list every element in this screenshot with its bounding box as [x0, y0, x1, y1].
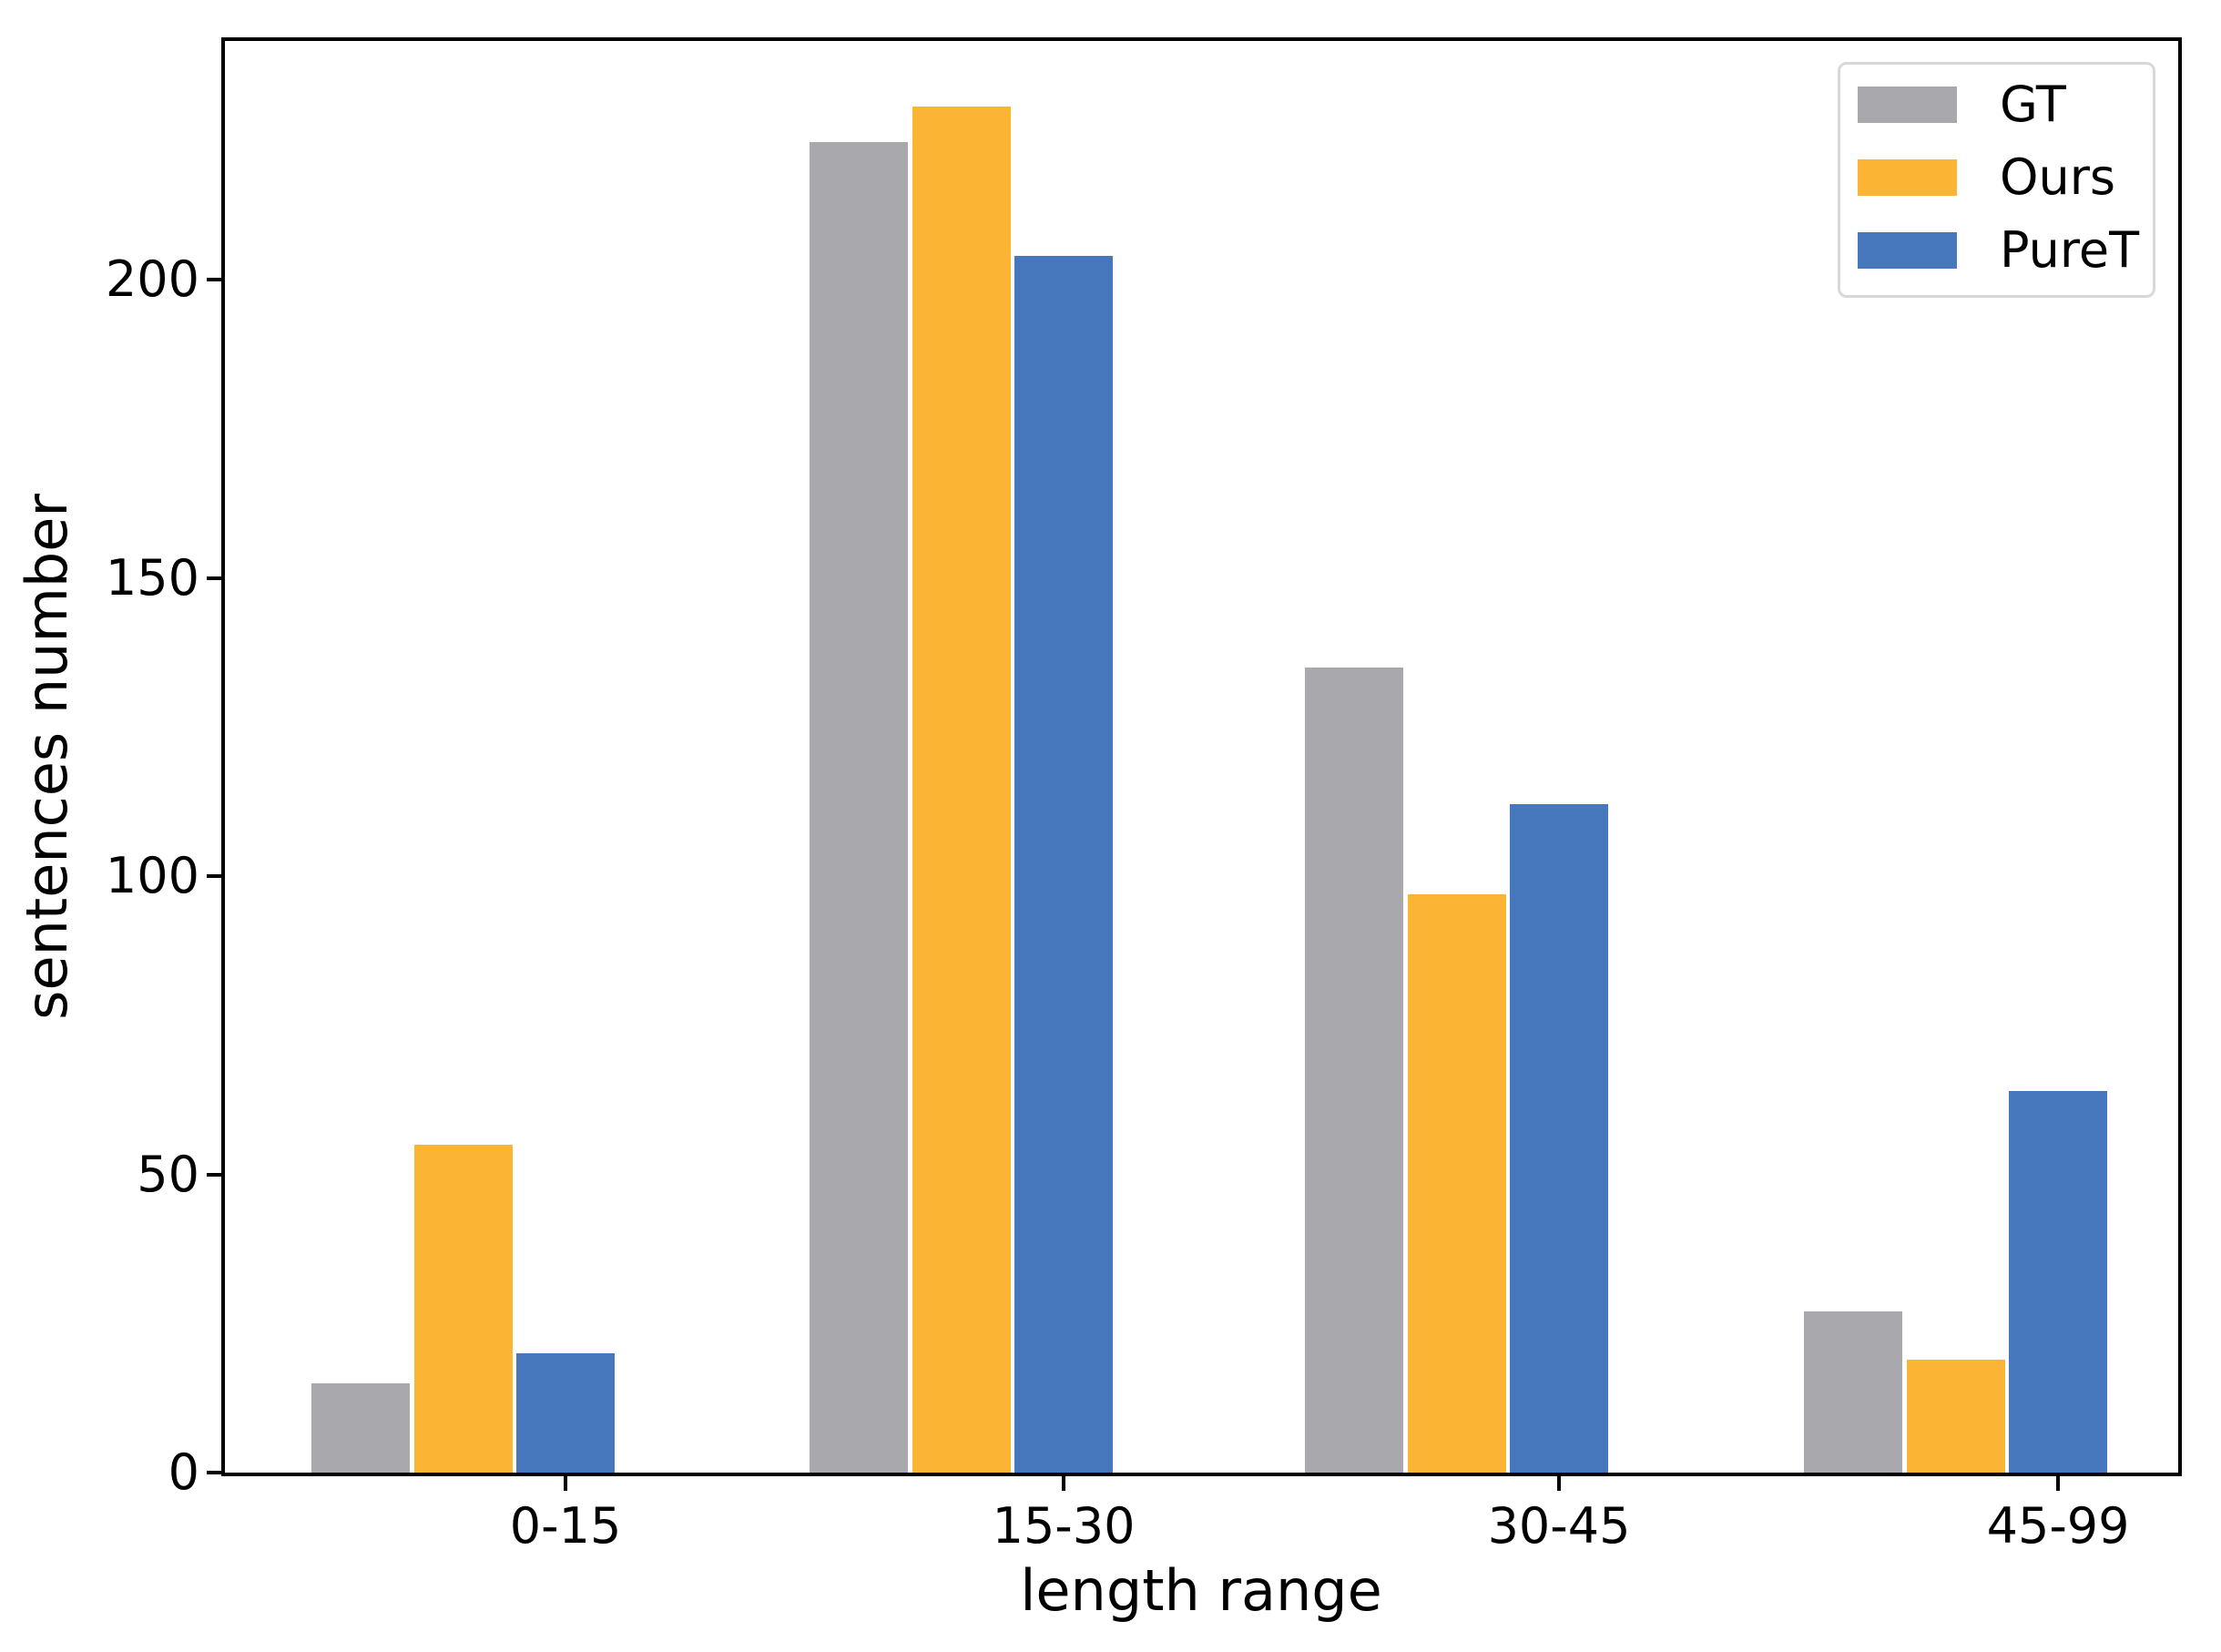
legend-swatch-gt: [1858, 87, 1957, 123]
bar-ours-15-30: [912, 107, 1011, 1473]
bar-puret-15-30: [1014, 255, 1114, 1473]
x-tick-label: 15-30: [992, 1497, 1136, 1555]
y-axis-tick-mark: [207, 874, 221, 878]
x-axis-tick-mark: [2056, 1476, 2061, 1491]
bar-ours-0-15: [413, 1144, 513, 1473]
x-tick-label: 30-45: [1487, 1497, 1631, 1555]
y-axis-tick-mark: [207, 576, 221, 580]
legend-row-puret: PureT: [1840, 226, 2153, 275]
bar-ours-45-99: [1906, 1359, 2005, 1473]
y-tick-label: 150: [105, 548, 199, 607]
x-axis-tick-mark: [564, 1476, 568, 1491]
x-tick-label: 45-99: [1986, 1497, 2130, 1555]
y-tick-label: 100: [105, 847, 199, 904]
y-axis-label: sentences number: [14, 494, 80, 1020]
bar-ours-30-45: [1407, 893, 1506, 1473]
x-tick-label: 0-15: [509, 1497, 622, 1555]
legend-swatch-ours: [1858, 159, 1957, 196]
legend-label-ours: Ours: [2000, 148, 2116, 206]
bar-puret-45-99: [2009, 1090, 2108, 1473]
y-tick-label: 200: [105, 250, 199, 308]
y-tick-label: 0: [168, 1443, 199, 1501]
legend-row-gt: GT: [1840, 80, 2153, 129]
bar-gt-0-15: [311, 1382, 411, 1473]
bar-gt-15-30: [810, 142, 909, 1473]
legend-box: GT Ours PureT: [1838, 62, 2155, 298]
y-axis-tick-mark: [207, 1471, 221, 1474]
x-axis-tick-mark: [1062, 1476, 1066, 1491]
y-axis-tick-mark: [207, 1172, 221, 1177]
legend-label-puret: PureT: [2000, 221, 2140, 279]
bar-gt-30-45: [1305, 667, 1404, 1473]
y-axis-tick-mark: [207, 278, 221, 281]
legend-swatch-puret: [1858, 232, 1957, 269]
legend-row-ours: Ours: [1840, 153, 2153, 202]
x-axis-tick-mark: [1557, 1476, 1562, 1491]
x-axis-label: length range: [1020, 1557, 1382, 1624]
bar-puret-30-45: [1510, 804, 1609, 1473]
y-tick-label: 50: [137, 1145, 199, 1203]
bar-puret-0-15: [516, 1353, 616, 1473]
legend-label-gt: GT: [2000, 76, 2066, 133]
bar-gt-45-99: [1804, 1311, 1903, 1473]
